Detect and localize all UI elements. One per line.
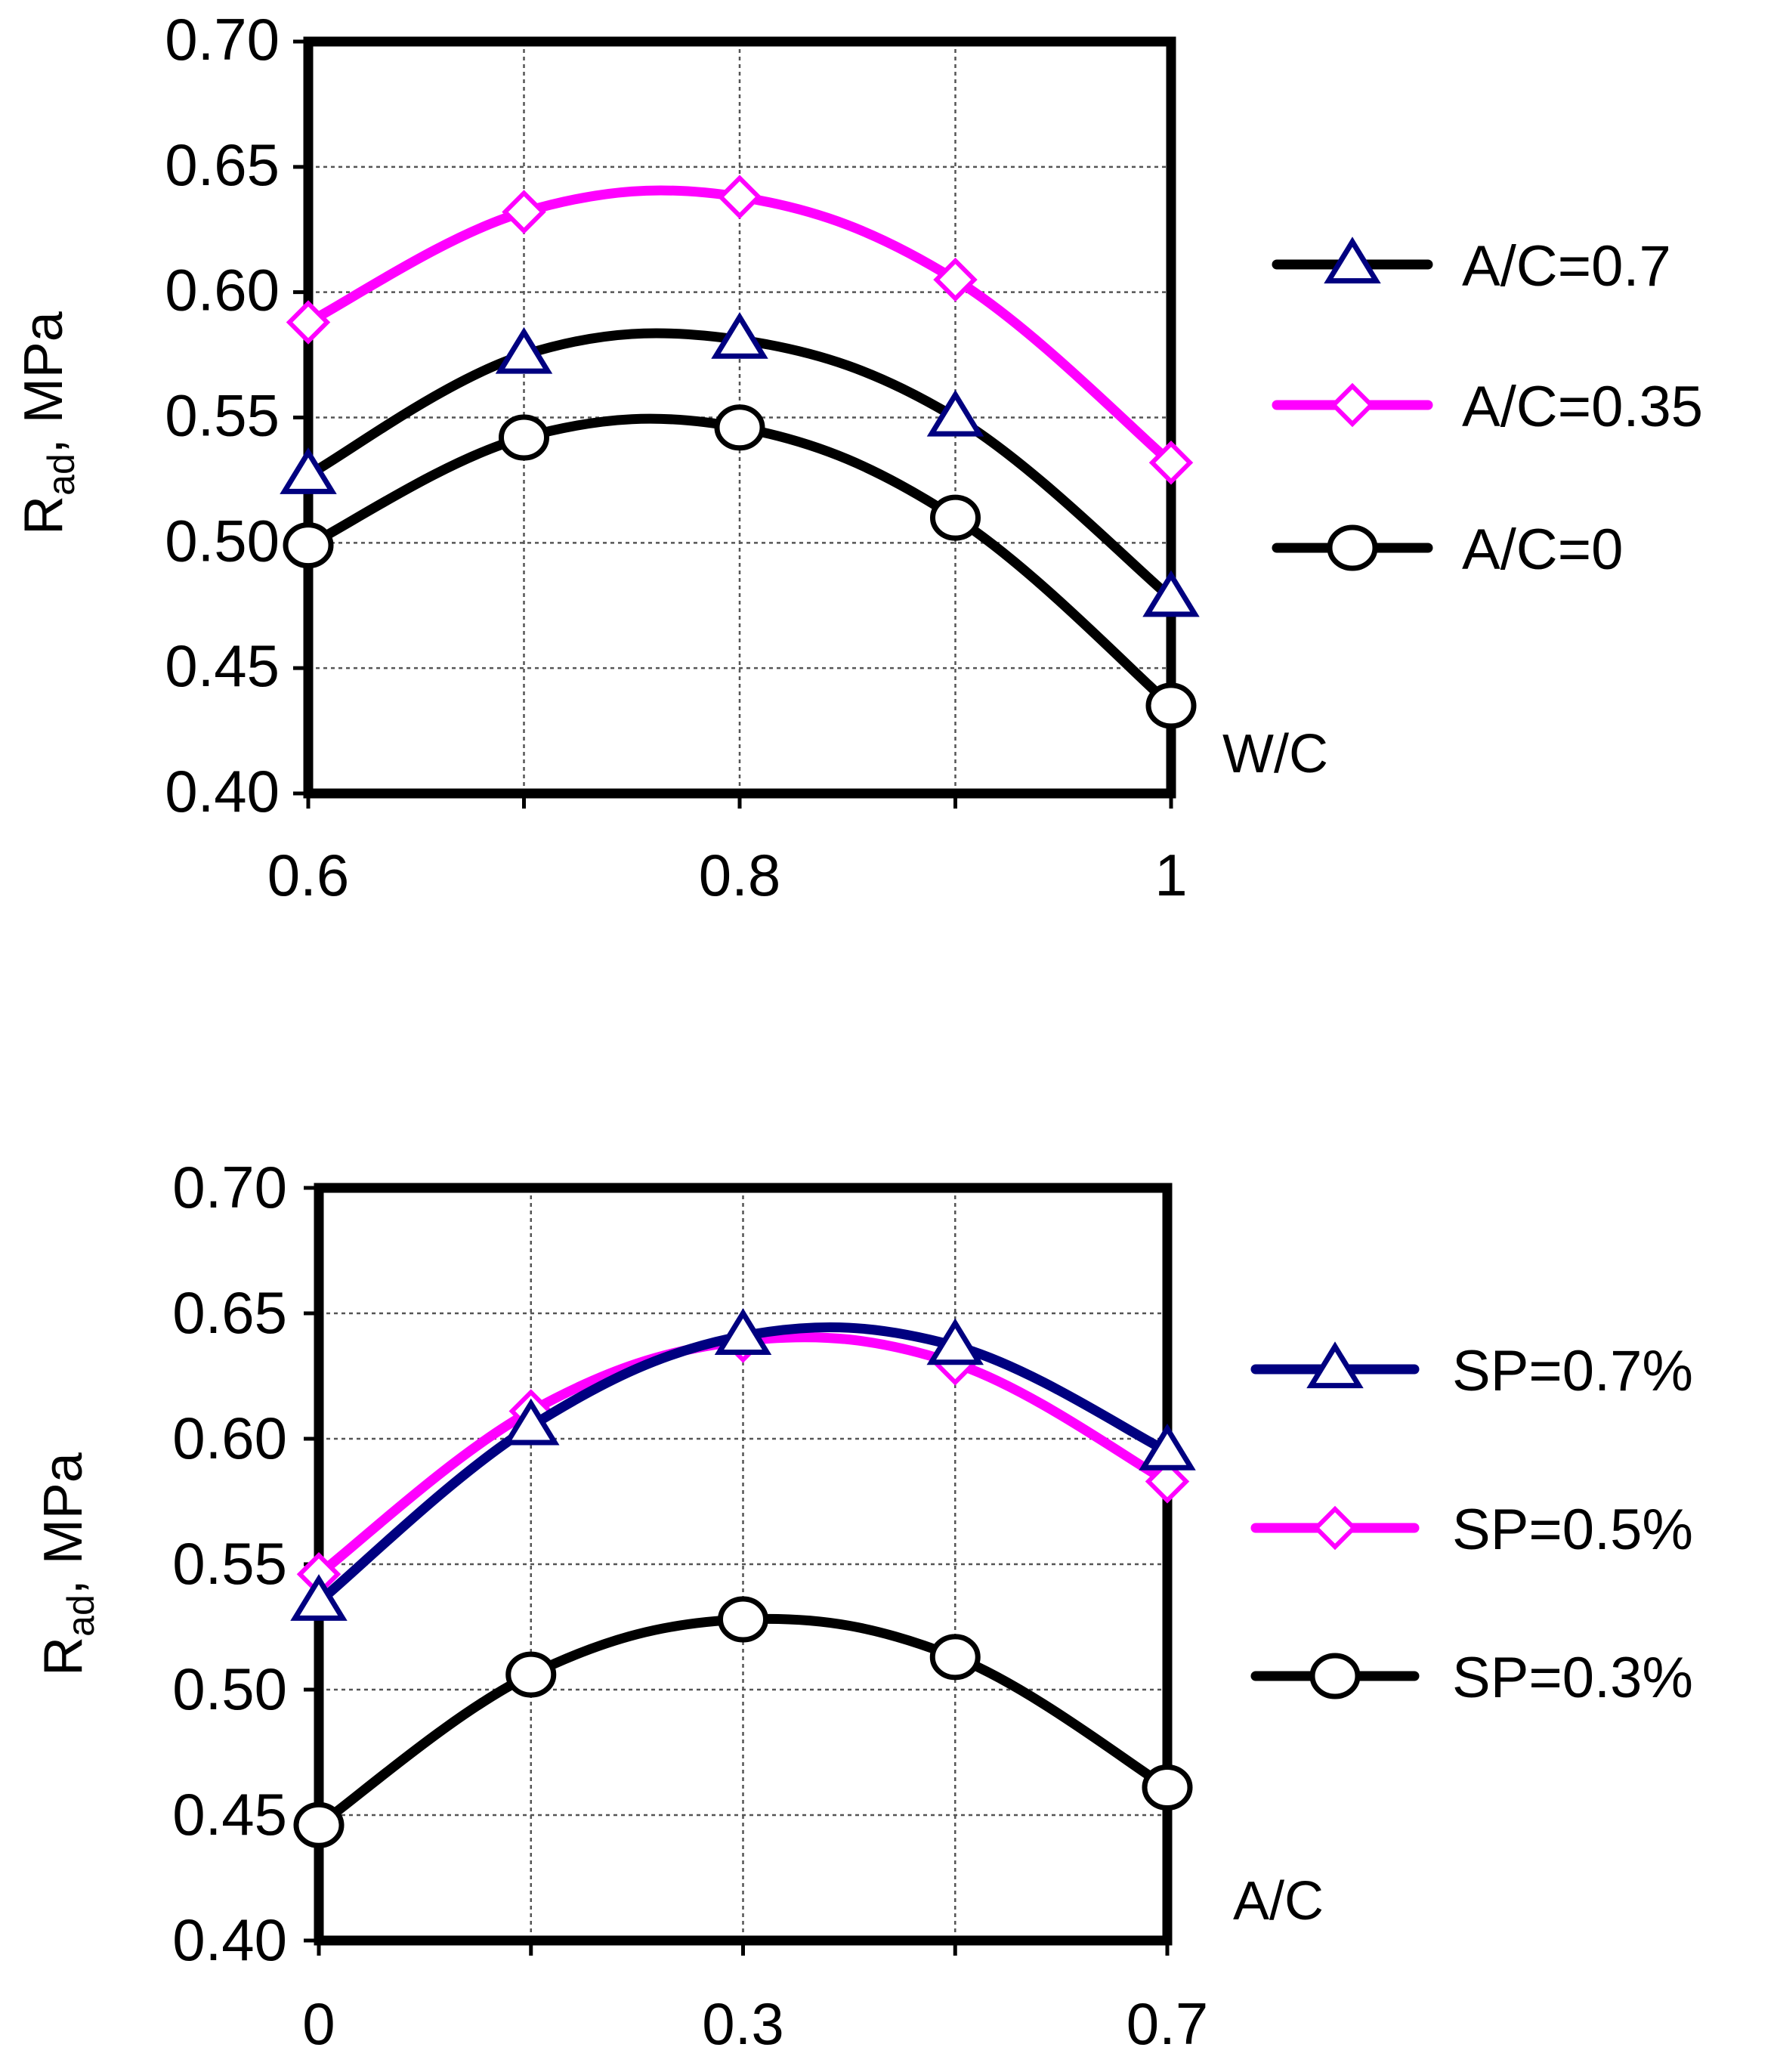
legend-label: A/C=0.7 [1462, 234, 1671, 298]
y-axis-title: Rad, MPa [33, 1452, 102, 1676]
data-point-triangle [1142, 570, 1200, 617]
data-point-circle [718, 1596, 768, 1643]
y-tick-label: 0.40 [172, 1907, 287, 1973]
y-tick-label: 0.40 [165, 758, 280, 824]
x-tick-label: 0.7 [1126, 1990, 1208, 2057]
legend: SP=0.7% SP=0.5% SP=0.3% [1250, 1339, 1693, 1710]
data-point-diamond [286, 300, 331, 345]
data-point-diamond [717, 175, 762, 219]
y-tick-label: 0.55 [165, 382, 280, 449]
y-axis-title-subscript: ad [60, 1594, 102, 1637]
legend-marker-circle [1309, 1653, 1361, 1699]
data-point-circle [505, 1651, 557, 1698]
data-point-circle [1142, 1764, 1193, 1811]
data-point-triangle [290, 1574, 348, 1621]
data-point-diamond [502, 190, 546, 234]
ticks [293, 39, 1173, 809]
data-point-diamond [1148, 440, 1194, 485]
legend-label: A/C=0.35 [1462, 375, 1703, 439]
legend-item-a-c-0: A/C=0 [1272, 518, 1623, 582]
legend-item-sp-0-3: SP=0.3% [1250, 1646, 1693, 1710]
y-tick-label: 0.50 [172, 1656, 287, 1722]
data-point-triangle [502, 1398, 560, 1446]
x-tick-label: 0.6 [267, 842, 349, 908]
data-point-circle [499, 414, 549, 461]
y-tick-label: 0.60 [172, 1405, 287, 1471]
data-point-circle [929, 1634, 981, 1681]
series-sp-0-3 [293, 1596, 1193, 1848]
data-point-circle [293, 1801, 345, 1848]
legend-label: SP=0.5% [1452, 1498, 1693, 1562]
x-axis-title: W/C [1222, 724, 1328, 784]
legend-marker-triangle [1306, 1341, 1364, 1389]
x-tick-label: 1 [1154, 842, 1187, 908]
data-point-triangle [495, 326, 553, 374]
legend: A/C=0.7 A/C=0.35 A/C=0 [1272, 234, 1703, 582]
data-point-triangle [714, 1308, 772, 1355]
data-point-diamond [1145, 1459, 1190, 1504]
series-a-c-0-7 [280, 311, 1200, 617]
legend-item-sp-0-5: SP=0.5% [1250, 1498, 1693, 1562]
legend-item-a-c-0-35: A/C=0.35 [1272, 375, 1703, 439]
legend-label: A/C=0 [1462, 518, 1623, 582]
x-axis-title: A/C [1233, 1871, 1324, 1931]
y-tick-label: 0.45 [172, 1781, 287, 1848]
data-point-triangle [1139, 1423, 1196, 1471]
y-tick-label: 0.70 [172, 1154, 287, 1220]
data-point-triangle [711, 311, 768, 359]
y-tick-label: 0.65 [172, 1279, 287, 1346]
data-point-triangle [926, 1318, 984, 1365]
y-axis-title-unit: , MPa [14, 311, 74, 453]
series-sp-0-7 [290, 1308, 1196, 1621]
data-point-circle [714, 404, 765, 451]
legend-label: SP=0.7% [1452, 1339, 1693, 1403]
legend-marker-circle [1327, 524, 1378, 571]
y-tick-label: 0.50 [165, 507, 280, 574]
data-point-circle [283, 522, 334, 569]
y-tick-label: 0.70 [165, 6, 280, 73]
x-tick-label: 0 [302, 1990, 335, 2057]
y-axis-title: Rad, MPa [14, 311, 82, 535]
legend-item-sp-0-7: SP=0.7% [1250, 1339, 1693, 1403]
y-tick-label: 0.60 [165, 257, 280, 323]
grid [319, 1188, 1167, 1941]
x-tick-label: 0.3 [702, 1990, 783, 2057]
data-point-circle [1145, 682, 1197, 729]
data-point-circle [930, 494, 981, 541]
y-axis-title-main: R [14, 496, 74, 535]
y-axis-title-main: R [33, 1637, 94, 1676]
ticks [304, 1186, 1170, 1956]
legend-marker-diamond [1312, 1505, 1358, 1551]
x-tick-label: 0.8 [699, 842, 780, 908]
legend-label: SP=0.3% [1452, 1646, 1693, 1710]
data-point-triangle [926, 389, 984, 437]
data-point-diamond [933, 257, 978, 302]
chart-ac: 0.40 0.45 0.50 0.55 0.60 0.65 0.70 0 0.3 0.7 A/C Ra… [33, 1154, 1693, 2057]
legend-marker-diamond [1330, 382, 1375, 428]
plot-frame [303, 36, 1176, 799]
y-tick-label: 0.45 [165, 632, 280, 699]
y-axis-title-subscript: ad [40, 453, 82, 496]
series-a-c-0 [283, 404, 1197, 729]
y-tick-label: 0.65 [165, 131, 280, 198]
y-axis-title-unit: , MPa [33, 1452, 94, 1594]
legend-marker-triangle [1324, 237, 1381, 284]
series-a-c-0-35 [286, 175, 1194, 485]
y-tick-label: 0.55 [172, 1530, 287, 1597]
data-point-triangle [280, 447, 337, 494]
chart-wc: 0.40 0.45 0.50 0.55 0.60 0.65 0.70 0.6 0.8 1 W/C Ra… [14, 6, 1703, 908]
legend-item-a-c-0-7: A/C=0.7 [1272, 234, 1671, 298]
